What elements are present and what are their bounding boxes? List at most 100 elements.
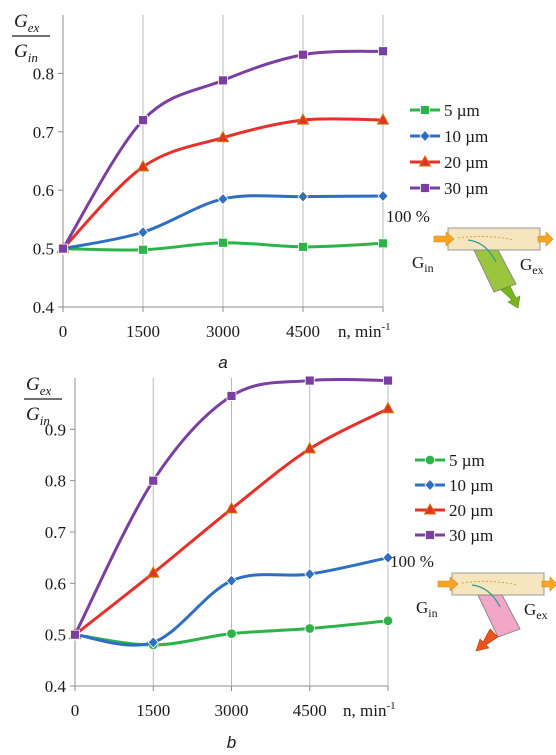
series-line <box>61 49 384 250</box>
data-point <box>218 75 228 86</box>
legend-label: 5 µm <box>444 101 480 120</box>
flow-line <box>471 584 501 608</box>
legend-label: 10 µm <box>449 476 493 495</box>
x-tick-label: 0 <box>59 322 68 341</box>
x-tick-label: 3000 <box>215 701 249 720</box>
inset-g-ex: Gex <box>520 255 544 277</box>
data-point <box>225 574 238 587</box>
data-point <box>136 159 150 172</box>
g-ex-sub: ex <box>532 263 543 277</box>
outlet-arrow-icon <box>537 231 554 247</box>
data-point <box>382 615 394 627</box>
data-point <box>297 190 309 203</box>
chart-panel-b: 0.4 0.5 0.6 0.7 0.8 0.9 0 1500 3000 4500 n, min-1 G… <box>24 374 556 752</box>
y-tick-label: 0.8 <box>33 64 54 83</box>
x-axis-label: n, min-1 <box>343 700 396 720</box>
y-tick-label: 0.6 <box>45 574 66 593</box>
y-axis-label-numerator: Gex <box>26 374 52 398</box>
x-axis-label: n, min-1 <box>338 321 391 341</box>
data-point <box>296 113 310 125</box>
x-tick-label: 4500 <box>286 322 320 341</box>
legend-item-3: 30 µm <box>410 179 488 198</box>
series-3 <box>58 46 388 254</box>
data-point <box>304 623 315 634</box>
x-axis-label-sup: -1 <box>386 700 395 712</box>
pipe-main <box>451 572 545 596</box>
series-3 <box>70 375 393 640</box>
y-tick-label: 0.9 <box>45 420 66 439</box>
inset-g-in: Gin <box>416 598 438 620</box>
data-point <box>382 551 394 564</box>
data-point <box>377 189 389 203</box>
panel-label: a <box>218 353 227 372</box>
data-point <box>381 401 395 414</box>
y-den-letter: G <box>26 404 40 425</box>
legend-marker <box>419 129 431 143</box>
y-num-sub: ex <box>28 20 40 35</box>
legend-marker <box>425 530 435 540</box>
inset-percent: 100 % <box>386 207 430 226</box>
legend-label: 10 µm <box>444 127 488 146</box>
data-point <box>303 441 317 454</box>
legend-label: 5 µm <box>449 451 485 470</box>
pipe-branch <box>477 594 521 638</box>
g-in-letter: G <box>416 598 428 617</box>
legend-item-1: 10 µm <box>410 127 488 146</box>
legend-item-3: 30 µm <box>415 526 493 545</box>
legend-label: 20 µm <box>449 501 493 520</box>
g-in-sub: in <box>424 261 433 275</box>
legend-label: 30 µm <box>449 526 493 545</box>
panel-label: b <box>227 733 236 752</box>
y-axis-label-denominator: Gin <box>26 404 50 428</box>
flow-line <box>457 235 515 241</box>
series-2 <box>56 113 390 254</box>
legend-label: 30 µm <box>444 179 488 198</box>
y-num-letter: G <box>14 11 28 32</box>
g-ex-letter: G <box>520 255 532 274</box>
legend-item-0: 5 µm <box>410 101 480 120</box>
y-tick-label: 0.7 <box>33 123 55 142</box>
data-point <box>146 566 160 578</box>
g-in-letter: G <box>412 253 424 272</box>
x-axis-label-text: n, min <box>343 701 387 720</box>
y-den-sub: in <box>28 50 38 65</box>
g-ex-sub: ex <box>536 608 547 622</box>
y-num-sub: ex <box>40 383 52 398</box>
exit-arrow-icon <box>500 285 521 309</box>
pipe-branch <box>473 249 517 293</box>
flow-line <box>461 580 519 586</box>
data-point <box>138 244 148 255</box>
x-tick-label: 4500 <box>293 701 327 720</box>
data-point <box>226 391 237 401</box>
y-tick-label: 0.5 <box>45 626 66 645</box>
data-point <box>58 243 68 254</box>
data-point <box>378 238 388 249</box>
legend-item-1: 10 µm <box>415 476 493 495</box>
inset-g-ex: Gex <box>524 600 548 622</box>
x-tick-label: 0 <box>71 701 80 720</box>
legend-label: 20 µm <box>444 153 488 172</box>
data-point <box>216 130 230 143</box>
data-point <box>147 636 159 649</box>
exit-arrow-icon <box>475 628 499 652</box>
data-point <box>298 49 308 60</box>
y-tick-label: 0.4 <box>33 298 55 317</box>
inset-g-in: Gin <box>412 253 434 275</box>
y-tick-label: 0.7 <box>45 523 67 542</box>
series-2 <box>68 401 395 640</box>
chart-panel-a: 0.40.50.60.70.80 1500 3000 4500 n, min-1GexG… <box>12 11 554 372</box>
data-point <box>148 475 159 486</box>
flow-line <box>467 239 497 263</box>
data-point <box>376 113 390 125</box>
legend-marker <box>423 502 437 515</box>
y-tick-label: 0.4 <box>45 677 67 696</box>
legend-item-0: 5 µm <box>415 451 485 470</box>
x-tick-label: 1500 <box>126 322 160 341</box>
legend-item-2: 20 µm <box>415 501 493 520</box>
x-tick-label: 1500 <box>136 701 170 720</box>
y-den-sub: in <box>40 413 50 428</box>
y-tick-label: 0.8 <box>45 472 66 491</box>
data-point <box>378 46 388 57</box>
y-num-letter: G <box>26 374 40 395</box>
